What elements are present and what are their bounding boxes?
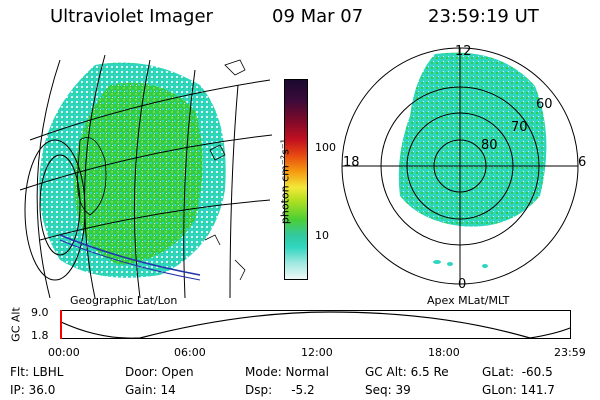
info-gcalt: GC Alt: 6.5 Re xyxy=(365,365,449,379)
info-mode: Mode: Normal xyxy=(245,365,329,379)
info-gain: Gain: 14 xyxy=(125,383,176,397)
alt-xtick-1200: 12:00 xyxy=(301,346,333,359)
time-label: 23:59:19 UT xyxy=(428,6,539,27)
alt-xtick-0000: 00:00 xyxy=(48,346,80,359)
info-door: Door: Open xyxy=(125,365,194,379)
mlat-label-70: 70 xyxy=(511,120,528,135)
info-glon: GLon: 141.7 xyxy=(482,383,555,397)
alt-xtick-0600: 06:00 xyxy=(174,346,206,359)
info-glat: GLat: -60.5 xyxy=(482,365,553,379)
geo-caption: Geographic Lat/Lon xyxy=(70,294,178,307)
alt-xtick-2359: 23:59 xyxy=(554,346,586,359)
date-label: 09 Mar 07 xyxy=(272,6,364,27)
info-dsp: Dsp: -5.2 xyxy=(245,383,315,397)
alt-xtick-1800: 18:00 xyxy=(428,346,460,359)
info-ip: IP: 36.0 xyxy=(10,383,56,397)
colorbar-label: photon cm⁻²s⁻¹ xyxy=(278,138,292,225)
alt-ylabel: GC Alt xyxy=(9,307,23,342)
mlt-label-12: 12 xyxy=(455,44,472,59)
colorbar xyxy=(284,79,308,280)
polar-caption: Apex MLat/MLT xyxy=(427,294,510,307)
colorbar-tick-100: 100 xyxy=(315,141,336,154)
altitude-plot xyxy=(60,310,571,339)
alt-ytick-9: 9.0 xyxy=(31,306,49,319)
mlt-label-0: 0 xyxy=(458,277,467,292)
mlt-label-6: 6 xyxy=(578,155,587,170)
instrument-title: Ultraviolet Imager xyxy=(50,6,213,27)
polar-plot xyxy=(341,47,579,285)
mlat-label-60: 60 xyxy=(536,97,553,112)
mlt-label-18: 18 xyxy=(343,155,360,170)
alt-ytick-1_8: 1.8 xyxy=(31,329,49,342)
info-flt: Flt: LBHL xyxy=(10,365,64,379)
geographic-image xyxy=(19,54,273,298)
info-seq: Seq: 39 xyxy=(365,383,411,397)
colorbar-tick-10: 10 xyxy=(315,229,329,242)
mlat-label-80: 80 xyxy=(481,138,498,153)
